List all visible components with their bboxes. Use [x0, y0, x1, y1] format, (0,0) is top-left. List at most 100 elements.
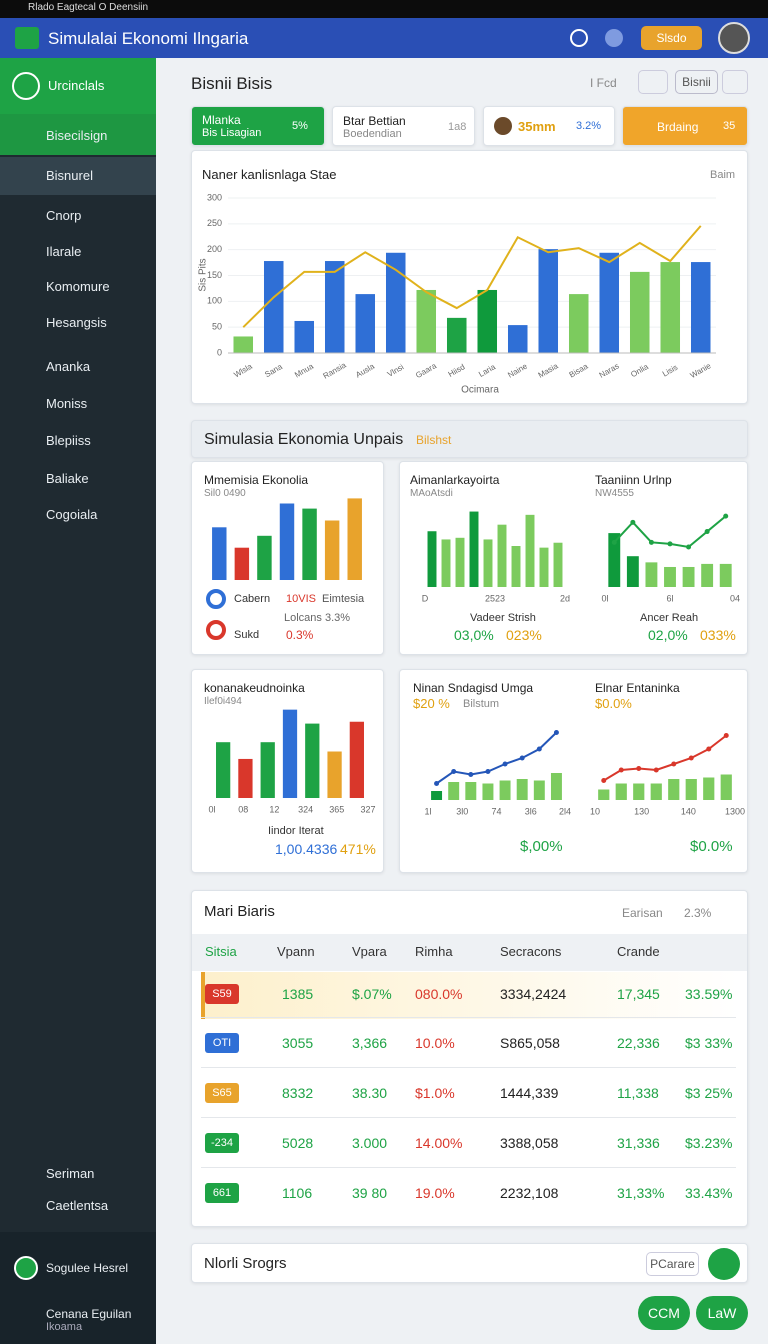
- bar: [446, 317, 467, 353]
- toolbar-button[interactable]: Bisnii: [675, 70, 718, 94]
- nav-item[interactable]: Seriman: [46, 1166, 95, 1181]
- kpi-card[interactable]: Brdaing 35: [622, 106, 748, 146]
- line-point: [704, 529, 710, 535]
- table-cell: 3388,058: [500, 1135, 559, 1151]
- mini-subtitle: $20 %: [413, 696, 450, 711]
- table-filter[interactable]: Earisan: [622, 906, 663, 920]
- table-cell: 22,336: [617, 1035, 660, 1051]
- bar: [538, 249, 559, 353]
- x-tick-label: Sana: [263, 362, 284, 379]
- bar: [385, 252, 406, 353]
- mini-subtitle: $0.0%: [595, 696, 632, 711]
- table-header: Secracons: [500, 944, 562, 959]
- x-tick-label: 10: [590, 806, 600, 816]
- chart-card: Naner kanlisnlaga Stae Baim: [191, 150, 748, 404]
- line-point: [723, 513, 729, 519]
- y-tick-label: 200: [207, 244, 222, 254]
- kpi-value: 35mm: [518, 119, 556, 134]
- line-point: [688, 755, 694, 761]
- brand: Urcinclals: [48, 78, 105, 93]
- line-point: [468, 772, 474, 777]
- user-icon: [14, 1256, 38, 1280]
- kpi-delta: 3.2%: [576, 120, 602, 132]
- bar: [482, 783, 494, 800]
- x-tick-label: Naine: [506, 361, 529, 380]
- nav-item[interactable]: Ananka: [46, 359, 91, 374]
- nav-item[interactable]: Moniss: [46, 396, 88, 411]
- bar: [497, 524, 507, 587]
- badge[interactable]: Slsdo: [641, 26, 702, 50]
- kpi-value: 5%: [292, 120, 308, 132]
- table-cell: 661: [205, 1183, 239, 1203]
- bar: [212, 527, 227, 580]
- action-button[interactable]: LaW: [696, 1296, 748, 1330]
- x-tick-label: 74: [491, 806, 501, 816]
- kpi-card[interactable]: Mlanka Bis Lisagian 5%: [191, 106, 325, 146]
- bar: [238, 758, 253, 798]
- table-cell: 2232,108: [500, 1185, 559, 1201]
- x-tick-label: 140: [681, 806, 696, 816]
- footer-action[interactable]: [708, 1248, 740, 1280]
- y-tick-label: 100: [207, 296, 222, 306]
- mini-note: Ancer Reah: [640, 612, 699, 624]
- y-tick-label: 150: [207, 270, 222, 280]
- table-cell: $1.0%: [415, 1085, 455, 1101]
- brand-bar: Urcinclals: [0, 58, 156, 114]
- row-divider: [201, 1167, 736, 1168]
- kpi-card[interactable]: Btar Bettian Boedendian 1a8: [332, 106, 475, 146]
- nav-item[interactable]: Hesangsis: [46, 315, 107, 330]
- table-card: Mari Biaris Earisan 2.3%: [191, 890, 748, 1227]
- legend: Baim: [710, 169, 736, 181]
- line: [242, 225, 702, 328]
- nav-item[interactable]: Caetlentsa: [46, 1198, 109, 1213]
- settings-icon[interactable]: [605, 29, 623, 47]
- x-tick-label: 2d: [560, 593, 570, 603]
- table-cell: 31,33%: [617, 1185, 665, 1201]
- nav-item[interactable]: Ilarale: [46, 244, 82, 259]
- legend-icon: [206, 589, 226, 609]
- table-cell: 33.59%: [685, 986, 733, 1002]
- bar: [355, 294, 376, 353]
- nav-item[interactable]: Cogoiala: [46, 507, 98, 522]
- bar: [282, 709, 298, 798]
- toolbar-item[interactable]: I Fcd: [590, 76, 617, 90]
- nav-item[interactable]: Cnorp: [46, 208, 82, 223]
- nav-item[interactable]: Bisecilsign: [46, 128, 108, 143]
- y-tick-label: 0: [217, 347, 222, 357]
- action-button[interactable]: CCM: [638, 1296, 690, 1330]
- user[interactable]: Sogulee Hesrel: [46, 1261, 129, 1275]
- table-title: Mari Biaris: [204, 903, 275, 920]
- footer-button[interactable]: PCarare: [646, 1252, 699, 1276]
- legend-icon: [206, 620, 226, 640]
- mini-tag: Bilstum: [463, 698, 500, 710]
- table-cell: 080.0%: [415, 986, 463, 1002]
- bar: [431, 791, 443, 800]
- footer-bar: Nlorli Srogrs PCarare: [191, 1243, 748, 1283]
- toolbar-button[interactable]: [638, 70, 668, 94]
- x-tick-label: 1l: [424, 806, 431, 816]
- mini-subtitle: MAoAtsdi: [410, 488, 453, 499]
- table-cell: $3 25%: [685, 1085, 733, 1101]
- bar: [324, 261, 345, 353]
- footer-title: Nlorli Srogrs: [204, 1255, 287, 1272]
- mini-note: 10VIS: [286, 593, 316, 605]
- mini-note: Cabern: [234, 593, 271, 605]
- line-point: [636, 766, 642, 771]
- nav-item[interactable]: Bisnurel: [46, 168, 93, 183]
- nav-item[interactable]: Baliake: [46, 471, 89, 486]
- table-cell: 11,338: [617, 1085, 659, 1101]
- bar: [416, 289, 437, 353]
- avatar[interactable]: [718, 22, 750, 54]
- nav-item[interactable]: Komomure: [46, 279, 110, 294]
- mini-note: Lolcans 3.3%: [284, 612, 351, 624]
- x-tick-label: Wanie: [689, 361, 713, 380]
- info-icon[interactable]: [570, 29, 588, 47]
- line-point: [723, 733, 729, 738]
- dropdown[interactable]: [722, 70, 748, 94]
- mini-note: 0.3%: [286, 628, 314, 642]
- nav-item[interactable]: Blepiiss: [46, 433, 91, 448]
- mini-title: Elnar Entaninka: [595, 681, 680, 695]
- kpi-card[interactable]: 35mm 3.2%: [483, 106, 615, 146]
- table-cell: 31,336: [617, 1135, 660, 1151]
